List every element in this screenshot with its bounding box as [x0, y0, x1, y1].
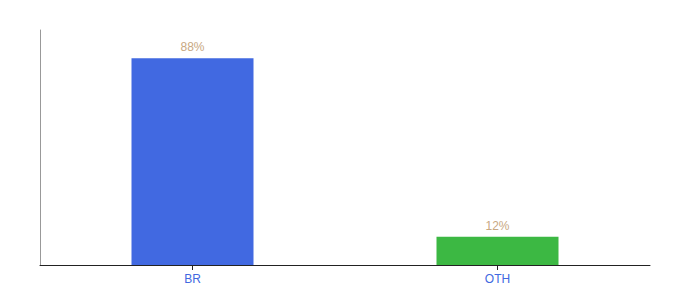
- svg-text:12%: 12%: [485, 219, 509, 233]
- svg-text:BR: BR: [184, 272, 201, 286]
- svg-text:88%: 88%: [180, 40, 204, 54]
- svg-text:OTH: OTH: [485, 272, 510, 286]
